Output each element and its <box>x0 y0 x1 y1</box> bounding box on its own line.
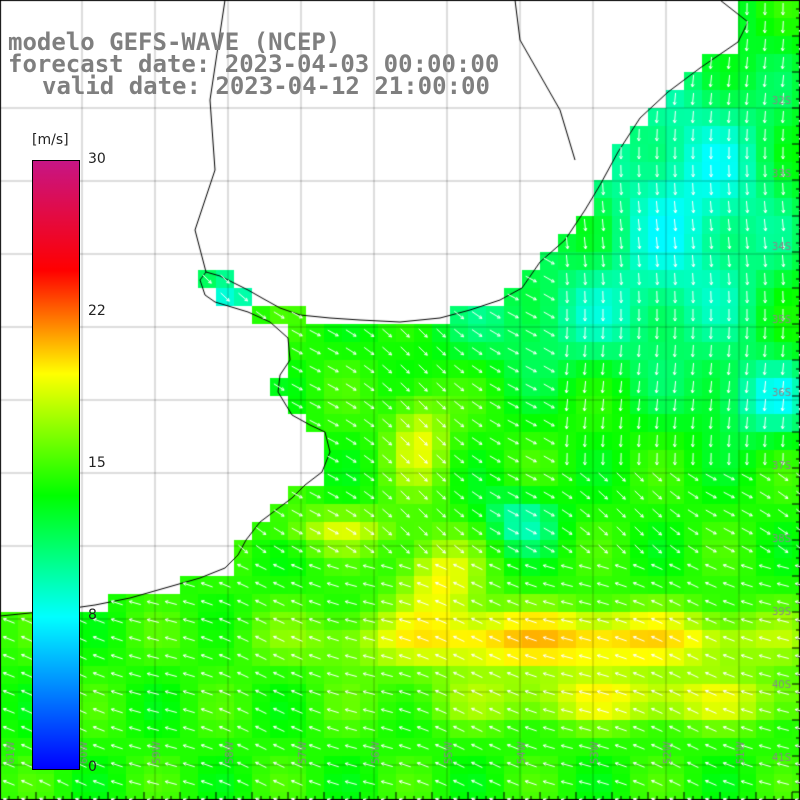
colorbar <box>32 160 80 770</box>
colorbar-tick-8: 8 <box>88 607 97 623</box>
colorbar-tick-0: 0 <box>88 759 97 775</box>
forecast-date: forecast date: 2023-04-03 00:00:00 <box>8 50 500 78</box>
colorbar-tick-30: 30 <box>88 151 106 167</box>
colorbar-units: [m/s] <box>32 132 69 148</box>
valid-date: valid date: 2023-04-12 21:00:00 <box>42 72 490 100</box>
colorbar-tick-15: 15 <box>88 455 106 471</box>
colorbar-tick-22: 22 <box>88 303 106 319</box>
model-title: modelo GEFS-WAVE (NCEP) <box>8 28 341 56</box>
